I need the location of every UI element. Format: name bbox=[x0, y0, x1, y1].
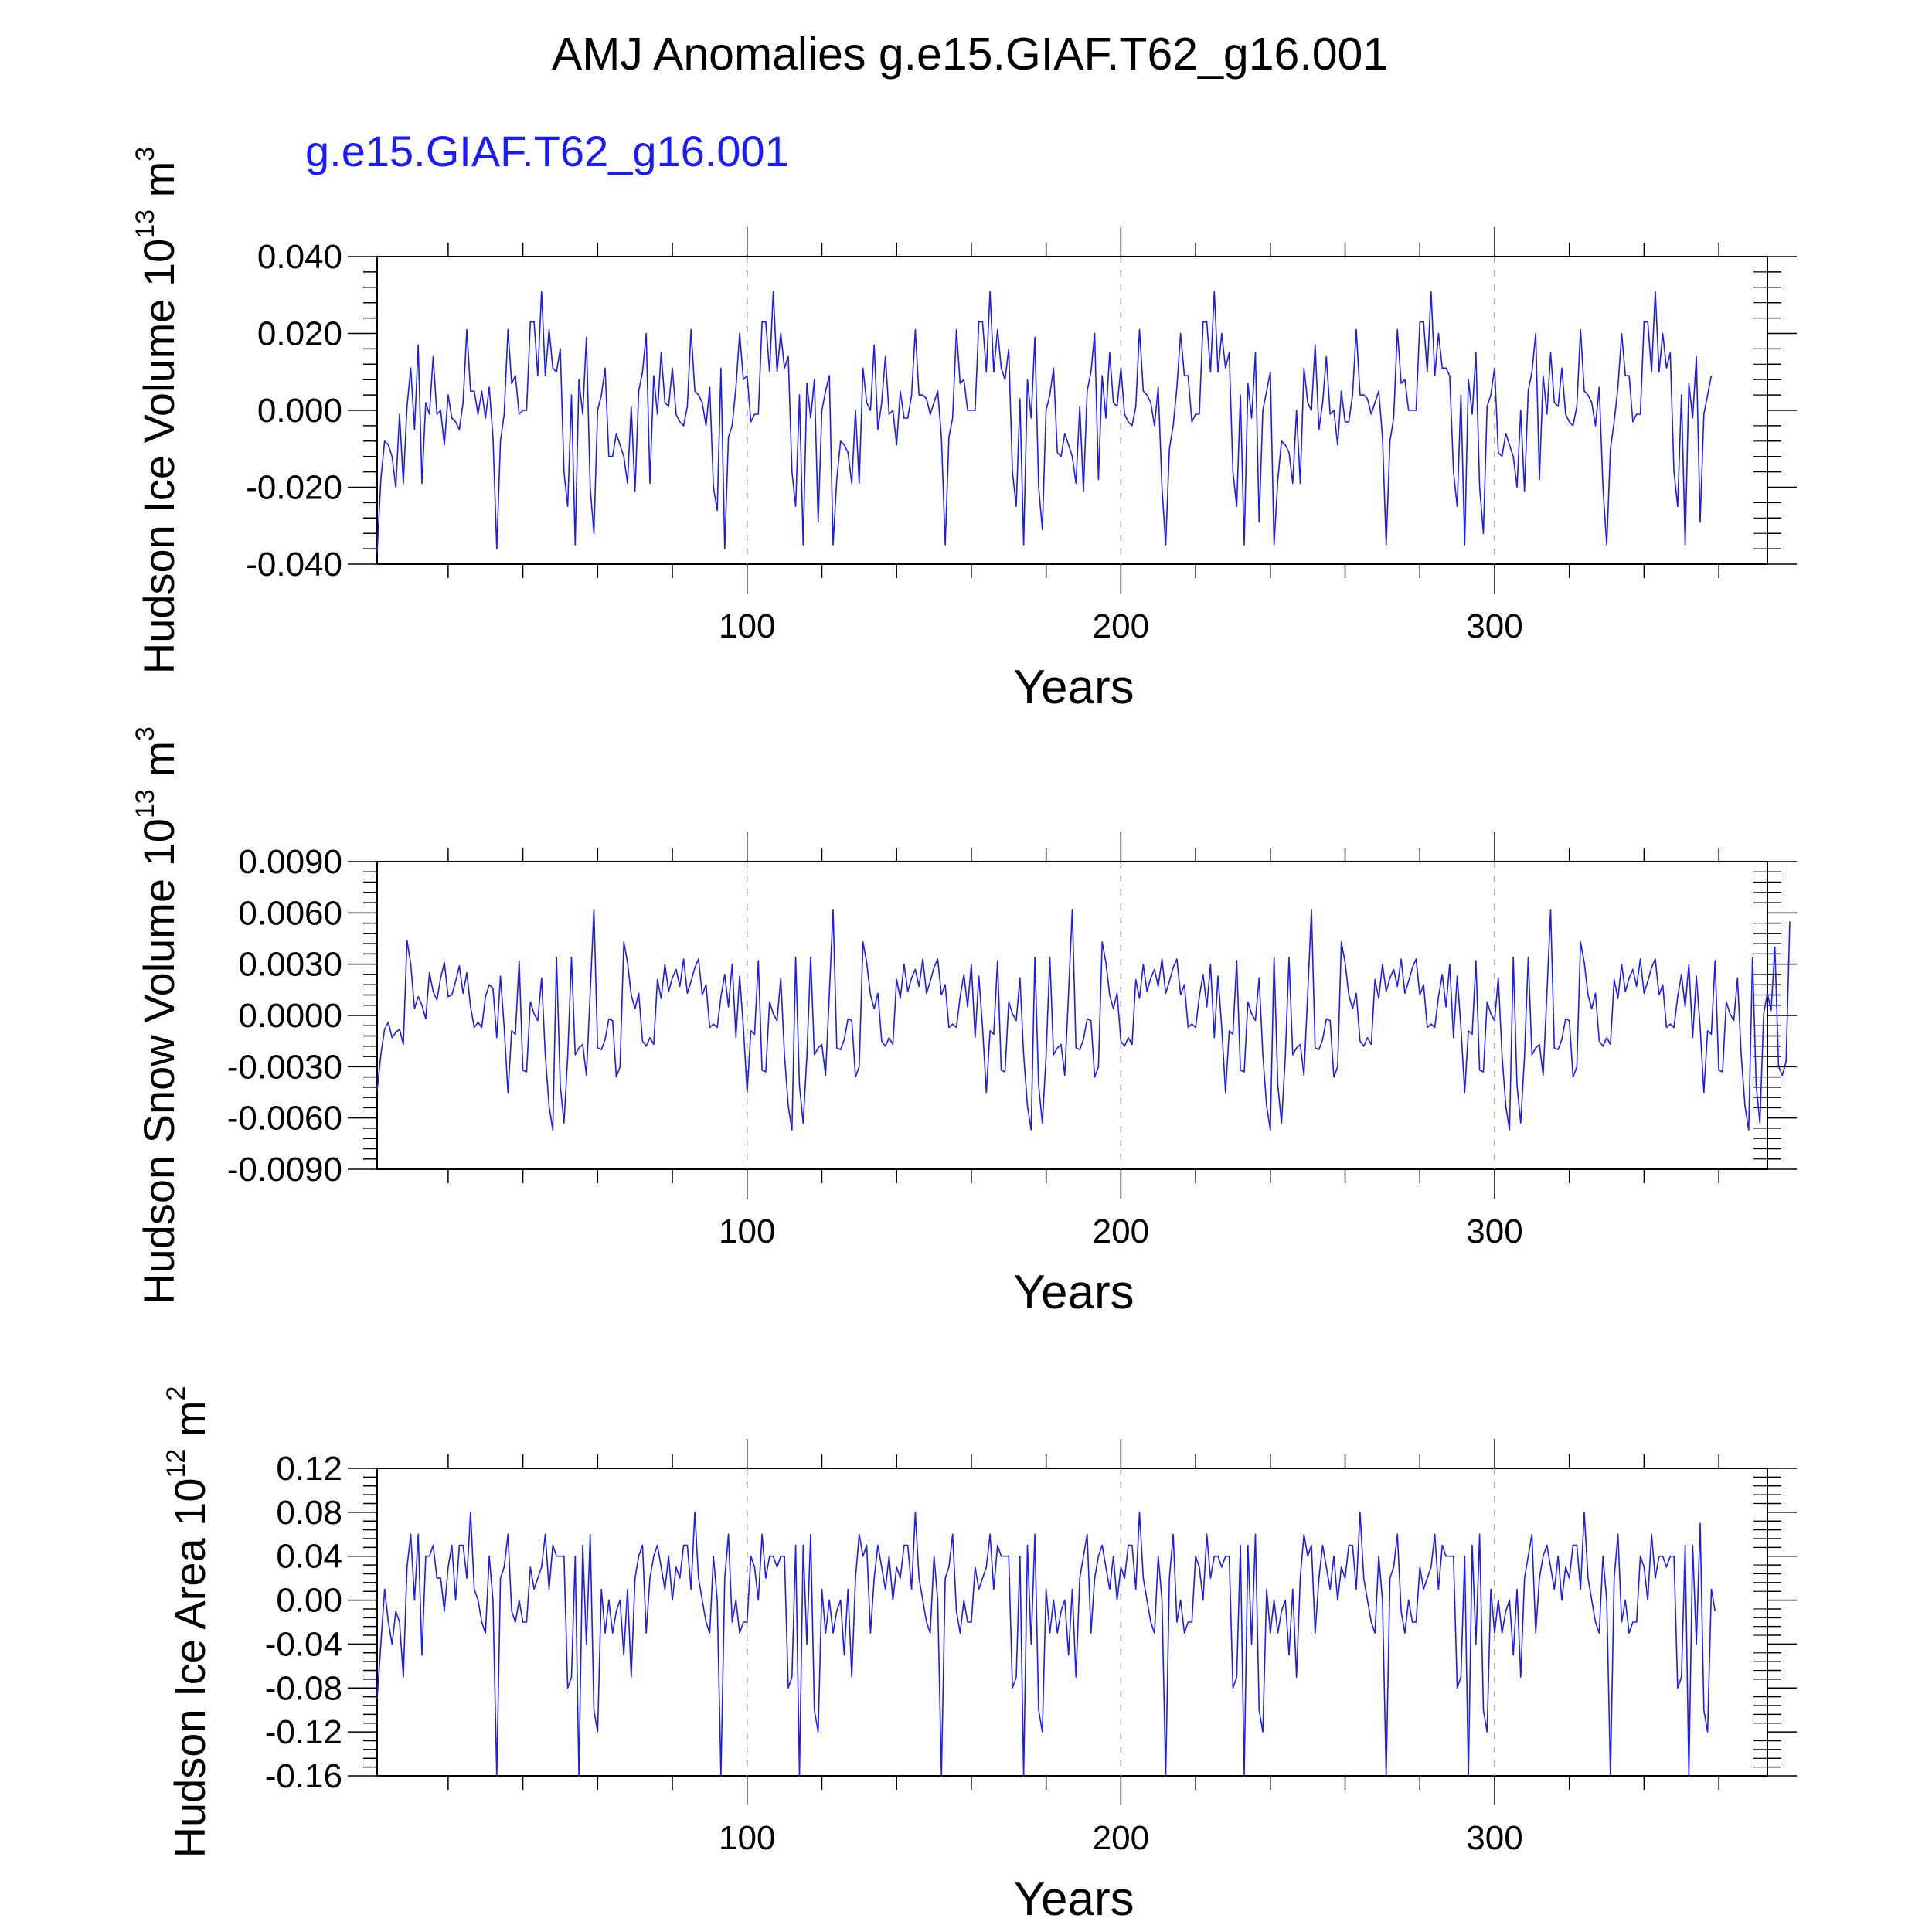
chart-panels: 100 200 300 Years 0.040 0.020 0.000 -0.020 -0.04… bbox=[131, 147, 1797, 1926]
snow-volume-ylabel-unit-exponent: 3 bbox=[131, 726, 160, 741]
ice-volume-ytick-label: 0.020 bbox=[257, 315, 342, 353]
ice-volume-ylabel-exponent: 13 bbox=[131, 209, 160, 239]
snow-volume-ytick-label: 0.0060 bbox=[238, 894, 342, 932]
snow-volume-xtick-label: 100 bbox=[719, 1213, 775, 1250]
ice-area-ylabel-text: Hudson Ice Area 10 bbox=[165, 1478, 214, 1859]
panel-ice-area: 100 200 300 Years 0.12 0.08 0.04 0.00 -0.04 -0.08… bbox=[162, 1386, 1797, 1926]
ice-volume-xtick-label: 100 bbox=[719, 607, 775, 645]
ice-volume-xtick-label: 200 bbox=[1093, 607, 1149, 645]
ice-area-ytick-label: -0.12 bbox=[265, 1713, 342, 1751]
ice-volume-ylabel-unit-exponent: 3 bbox=[131, 147, 160, 162]
ice-area-xtick-label: 300 bbox=[1466, 1819, 1522, 1857]
ice-area-ytick-label: 0.08 bbox=[276, 1494, 342, 1532]
ice-volume-series-line bbox=[376, 290, 1713, 553]
ice-area-ytick-label: 0.00 bbox=[276, 1582, 342, 1620]
ice-area-plot-frame bbox=[376, 1468, 1768, 1777]
ice-volume-x-axis-label: Years bbox=[1013, 661, 1134, 714]
ice-area-ytick-label: 0.12 bbox=[276, 1450, 342, 1488]
ice-volume-ytick-label: -0.020 bbox=[246, 469, 342, 507]
ice-area-ytick-label: -0.08 bbox=[265, 1669, 342, 1707]
legend-label: g.e15.GIAF.T62_g16.001 bbox=[305, 127, 789, 175]
ice-area-ytick-label: -0.16 bbox=[265, 1757, 342, 1795]
snow-volume-ytick-label: 0.0030 bbox=[238, 946, 342, 984]
figure-title: AMJ Anomalies g.e15.GIAF.T62_g16.001 bbox=[552, 29, 1388, 80]
ice-volume-y-axis-label: Hudson Ice Volume 1013 m3 bbox=[131, 147, 183, 674]
ice-volume-ytick-label: 0.000 bbox=[257, 392, 342, 430]
snow-volume-ylabel-unit: m bbox=[134, 741, 183, 789]
snow-volume-y-axis-label: Hudson Snow Volume 1013 m3 bbox=[131, 726, 183, 1304]
snow-volume-ylabel-exponent: 13 bbox=[131, 789, 160, 818]
snow-volume-ytick-label: -0.0030 bbox=[227, 1048, 342, 1086]
snow-volume-ylabel-text: Hudson Snow Volume 10 bbox=[134, 818, 183, 1304]
ice-area-x-axis-label: Years bbox=[1013, 1872, 1134, 1926]
snow-volume-x-axis-label: Years bbox=[1013, 1266, 1134, 1319]
snow-volume-ytick-label: 0.0090 bbox=[238, 843, 342, 881]
ice-volume-xtick-label: 300 bbox=[1466, 607, 1522, 645]
snow-volume-ytick-label: -0.0060 bbox=[227, 1100, 342, 1138]
snow-volume-xtick-label: 200 bbox=[1093, 1213, 1149, 1250]
snow-volume-xtick-label: 300 bbox=[1466, 1213, 1522, 1250]
ice-area-xtick-label: 100 bbox=[719, 1819, 775, 1857]
ice-area-ylabel-exponent: 12 bbox=[162, 1449, 191, 1478]
ice-volume-ylabel-unit: m bbox=[134, 162, 183, 209]
ice-area-y-axis-label: Hudson Ice Area 1012 m2 bbox=[162, 1386, 214, 1859]
ice-area-xtick-label: 200 bbox=[1093, 1819, 1149, 1857]
panel-ice-volume: 100 200 300 Years 0.040 0.020 0.000 -0.020 -0.04… bbox=[131, 147, 1797, 714]
snow-volume-series-line bbox=[376, 909, 1791, 1131]
ice-volume-ytick-label: -0.040 bbox=[246, 546, 342, 583]
ice-area-ylabel-unit-exponent: 2 bbox=[162, 1386, 191, 1401]
ice-volume-ylabel-text: Hudson Ice Volume 10 bbox=[134, 239, 183, 674]
ice-area-ylabel-unit: m bbox=[165, 1400, 214, 1448]
snow-volume-ytick-label: -0.0090 bbox=[227, 1151, 342, 1189]
ice-volume-ytick-label: 0.040 bbox=[257, 238, 342, 276]
panel-snow-volume: 100 200 300 Years 0.0090 0.0060 0.0030 0.0000 -0… bbox=[131, 726, 1797, 1319]
ice-area-ytick-label: -0.04 bbox=[265, 1625, 342, 1663]
ice-area-series-line bbox=[376, 1512, 1716, 1777]
snow-volume-ytick-label: 0.0000 bbox=[238, 997, 342, 1035]
ice-area-ytick-label: 0.04 bbox=[276, 1538, 342, 1576]
